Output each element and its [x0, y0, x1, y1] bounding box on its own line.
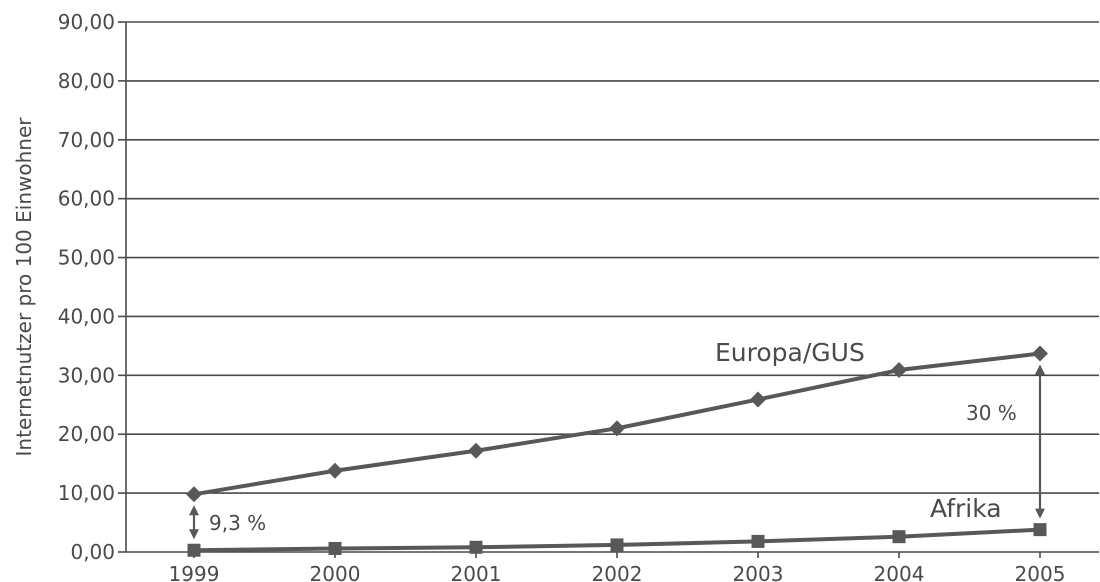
data-point-diamond [609, 420, 625, 437]
gridlines [126, 21, 1099, 494]
arrow-2005-head-up [1035, 364, 1045, 375]
arrow-1999-head-up [189, 505, 199, 516]
y-axis-label: Internetnutzer pro 100 Einwohner [12, 117, 36, 457]
series-label-afrika: Afrika [930, 494, 1002, 523]
data-point-square [469, 540, 483, 554]
series-label-europa-gus: Europa/GUS [715, 338, 865, 367]
data-point-square [1033, 523, 1047, 537]
data-point-square [328, 541, 342, 555]
data-point-square [892, 530, 906, 544]
y-tick-label: 20,00 [58, 422, 115, 446]
y-tick-label: 90,00 [58, 10, 115, 34]
x-tick-label: 2003 [733, 562, 784, 582]
annotations: 9,3 % 30 % [189, 364, 1045, 540]
data-point-diamond [1032, 345, 1048, 362]
series: Europa/GUS Afrika [186, 338, 1048, 557]
data-point-diamond [186, 486, 202, 503]
y-tick-label: 70,00 [58, 128, 115, 152]
y-tick-label: 0,00 [70, 540, 115, 564]
data-point-diamond [891, 362, 907, 379]
data-point-square [751, 534, 765, 548]
arrow-2005-head-down [1035, 508, 1045, 519]
data-point-square [610, 538, 624, 552]
data-point-square [187, 543, 201, 557]
data-point-diamond [327, 462, 343, 479]
data-point-diamond [750, 391, 766, 408]
y-tick-label: 60,00 [58, 187, 115, 211]
axes [118, 21, 1099, 558]
y-tick-label: 10,00 [58, 481, 115, 505]
y-tick-label: 30,00 [58, 363, 115, 387]
x-tick-label: 2004 [874, 562, 925, 582]
x-tick-label: 2000 [310, 562, 361, 582]
x-tick-label: 2001 [451, 562, 502, 582]
y-tick-label: 80,00 [58, 69, 115, 93]
y-tick-label: 40,00 [58, 304, 115, 328]
arrow-1999-head-down [189, 529, 199, 540]
data-point-diamond [468, 442, 484, 459]
x-tick-label: 2005 [1015, 562, 1066, 582]
annotation-label-1999: 9,3 % [209, 511, 266, 535]
y-tick-label: 50,00 [58, 246, 115, 270]
x-tick-labels: 1999 2000 2001 2002 2003 2004 2005 [169, 562, 1066, 582]
x-tick-label: 1999 [169, 562, 220, 582]
annotation-label-2005: 30 % [966, 401, 1017, 425]
x-tick-label: 2002 [592, 562, 643, 582]
y-tick-labels: 0,00 10,00 20,00 30,00 40,00 50,00 60,00 70,00 8… [58, 10, 115, 564]
